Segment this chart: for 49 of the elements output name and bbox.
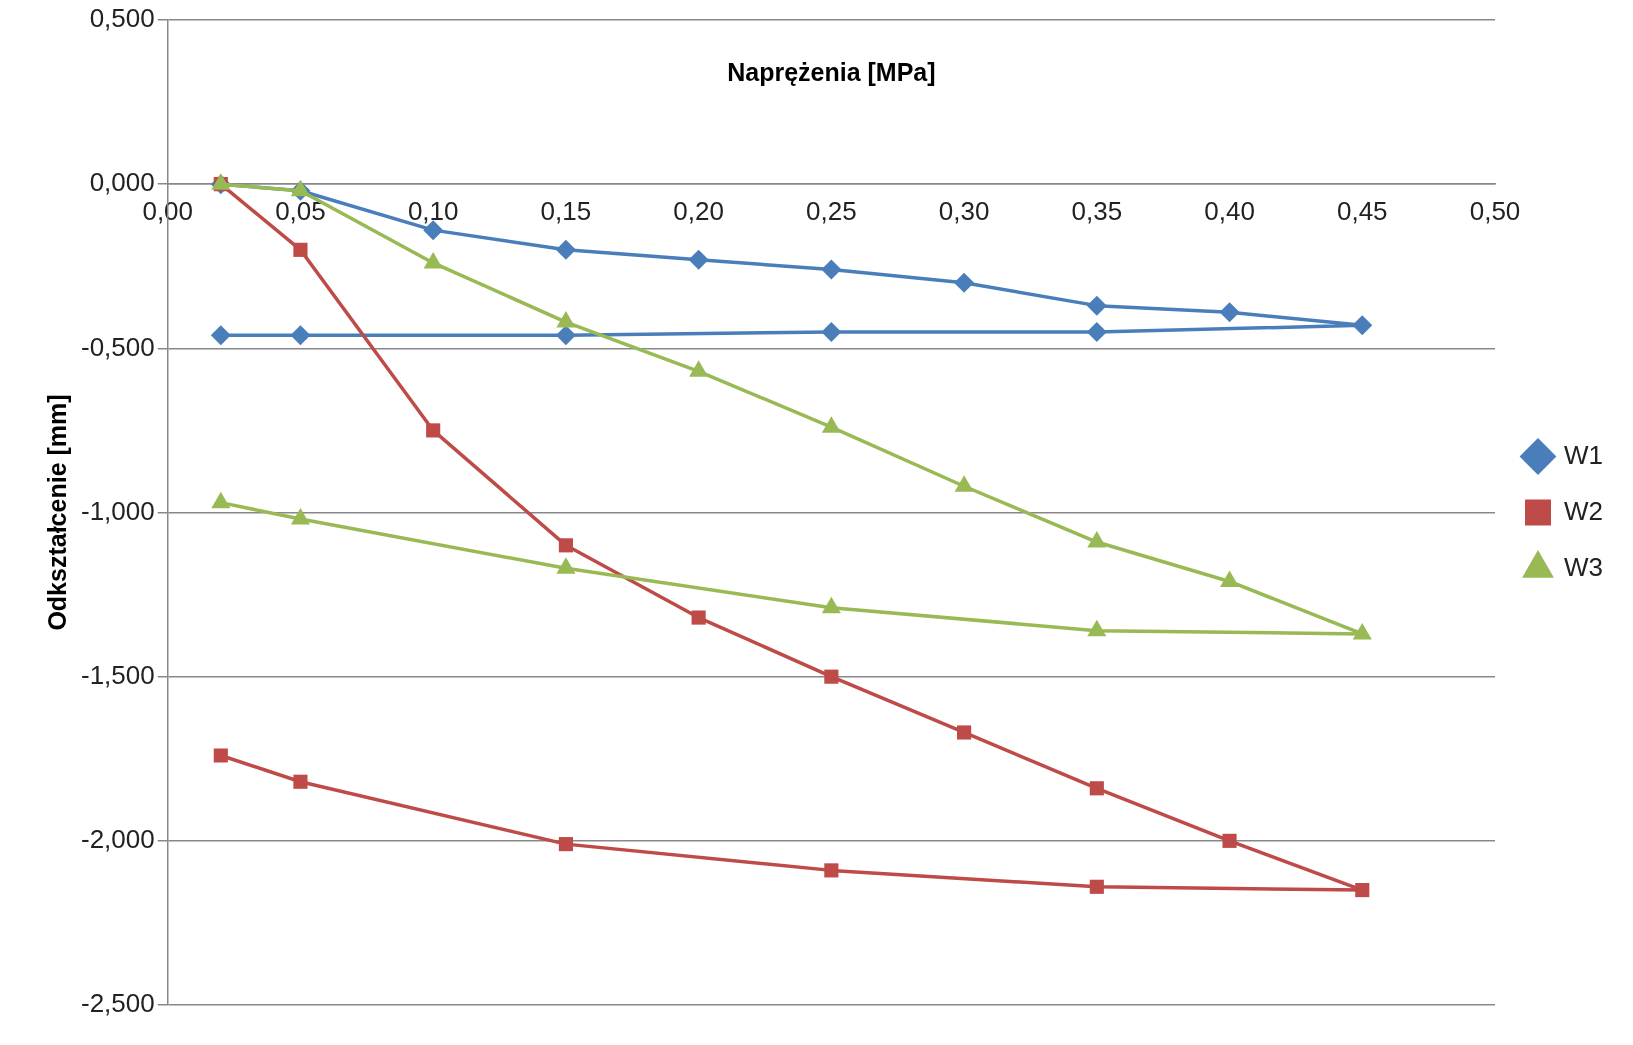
point (1355, 883, 1370, 898)
point (691, 610, 706, 625)
point (290, 325, 311, 346)
legend-label: W1 (1564, 439, 1603, 470)
point (824, 669, 839, 684)
x-tick-label: 0,40 (1204, 195, 1255, 226)
x-tick-label: 0,50 (1469, 195, 1521, 226)
point (821, 259, 842, 280)
x-tick-label: 0,30 (938, 195, 990, 226)
y-tick-label: 0,000 (89, 167, 155, 198)
point (558, 837, 573, 852)
x-tick-label: 0,35 (1071, 195, 1123, 226)
legend-label: W3 (1564, 551, 1603, 582)
point (558, 538, 573, 553)
x-tick-label: 0,25 (806, 195, 857, 226)
legend-label: W2 (1564, 495, 1603, 526)
y-tick-label: -2,000 (80, 824, 155, 855)
point (1222, 833, 1237, 848)
point (293, 774, 308, 789)
point (824, 863, 839, 878)
point (1089, 781, 1104, 796)
point (210, 325, 231, 346)
y-axis-title: Odkształcenie [mm] (42, 394, 71, 631)
point (1086, 321, 1107, 342)
x-tick-label: 0,20 (673, 195, 724, 226)
point (426, 423, 441, 438)
point (555, 325, 576, 346)
point (213, 748, 228, 763)
point (1086, 295, 1107, 316)
x-tick-label: 0,00 (142, 195, 194, 226)
point (821, 321, 842, 342)
point (1352, 315, 1373, 336)
x-axis-title: Naprężenia [MPa] (727, 58, 936, 87)
x-tick-label: 0,05 (275, 195, 326, 226)
y-tick-label: -0,500 (80, 331, 155, 362)
point (555, 239, 576, 260)
point (957, 725, 972, 740)
point (954, 272, 975, 293)
y-tick-label: 0,500 (89, 3, 155, 34)
x-tick-label: 0,15 (540, 195, 592, 226)
point (293, 242, 308, 257)
y-tick-label: -1,000 (80, 495, 155, 526)
point (1089, 879, 1104, 894)
x-tick-label: 0,10 (407, 195, 459, 226)
y-tick-label: -2,500 (80, 988, 155, 1019)
point (688, 249, 709, 270)
x-tick-label: 0,45 (1336, 195, 1388, 226)
point (1219, 302, 1240, 323)
y-tick-label: -1,500 (80, 659, 155, 690)
